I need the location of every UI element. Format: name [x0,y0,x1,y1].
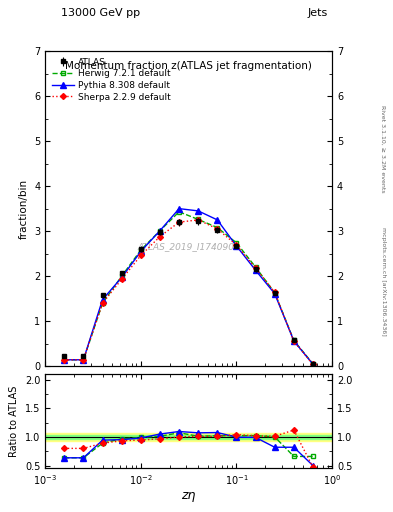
Herwig 7.2.1 default [62,357,66,363]
Pythia 8.308 default [310,361,315,367]
Pythia 8.308 default [138,248,143,254]
Herwig 7.2.1 default [119,273,124,279]
Herwig 7.2.1 default [100,300,105,306]
Pythia 8.308 default [196,208,200,214]
Line: Sherpa 2.2.9 default: Sherpa 2.2.9 default [62,218,315,367]
Sherpa 2.2.9 default [158,233,162,240]
Text: ATLAS_2019_I1740909: ATLAS_2019_I1740909 [137,242,240,251]
Herwig 7.2.1 default [310,361,315,367]
Herwig 7.2.1 default [234,240,239,246]
Herwig 7.2.1 default [215,224,220,230]
Sherpa 2.2.9 default [234,242,239,248]
Pythia 8.308 default [215,217,220,223]
Text: Jets: Jets [308,8,328,18]
Herwig 7.2.1 default [196,217,200,223]
Pythia 8.308 default [119,274,124,281]
Herwig 7.2.1 default [177,209,182,215]
Pythia 8.308 default [158,228,162,234]
Line: Pythia 8.308 default: Pythia 8.308 default [61,206,316,367]
Sherpa 2.2.9 default [119,276,124,282]
Pythia 8.308 default [177,205,182,212]
Sherpa 2.2.9 default [81,357,86,363]
Sherpa 2.2.9 default [292,338,296,345]
Sherpa 2.2.9 default [177,219,182,225]
Y-axis label: Ratio to ATLAS: Ratio to ATLAS [9,386,19,457]
Sherpa 2.2.9 default [100,300,105,306]
Herwig 7.2.1 default [253,264,258,270]
Text: 13000 GeV pp: 13000 GeV pp [61,8,140,18]
Y-axis label: fraction/bin: fraction/bin [18,179,29,239]
Sherpa 2.2.9 default [253,265,258,271]
Herwig 7.2.1 default [81,357,86,363]
Line: Herwig 7.2.1 default: Herwig 7.2.1 default [62,209,316,366]
Herwig 7.2.1 default [292,337,296,344]
Pythia 8.308 default [81,357,86,363]
Text: Momentum fraction z(ATLAS jet fragmentation): Momentum fraction z(ATLAS jet fragmentat… [65,60,312,71]
Sherpa 2.2.9 default [138,252,143,259]
Text: mcplots.cern.ch [arXiv:1306.3436]: mcplots.cern.ch [arXiv:1306.3436] [381,227,386,336]
Herwig 7.2.1 default [138,247,143,253]
Legend: ATLAS, Herwig 7.2.1 default, Pythia 8.308 default, Sherpa 2.2.9 default: ATLAS, Herwig 7.2.1 default, Pythia 8.30… [50,56,172,103]
Text: Rivet 3.1.10, ≥ 3.2M events: Rivet 3.1.10, ≥ 3.2M events [381,104,386,193]
Pythia 8.308 default [100,296,105,303]
Bar [45,435,332,439]
Sherpa 2.2.9 default [215,226,220,232]
Sherpa 2.2.9 default [310,361,315,367]
Bar [45,433,332,441]
Sherpa 2.2.9 default [196,217,200,223]
Pythia 8.308 default [272,291,277,297]
Herwig 7.2.1 default [158,228,162,234]
Pythia 8.308 default [62,357,66,363]
Pythia 8.308 default [234,243,239,249]
X-axis label: zη: zη [182,488,196,502]
Pythia 8.308 default [292,338,296,344]
Pythia 8.308 default [253,267,258,273]
Sherpa 2.2.9 default [62,357,66,363]
Herwig 7.2.1 default [272,290,277,296]
Sherpa 2.2.9 default [272,289,277,295]
